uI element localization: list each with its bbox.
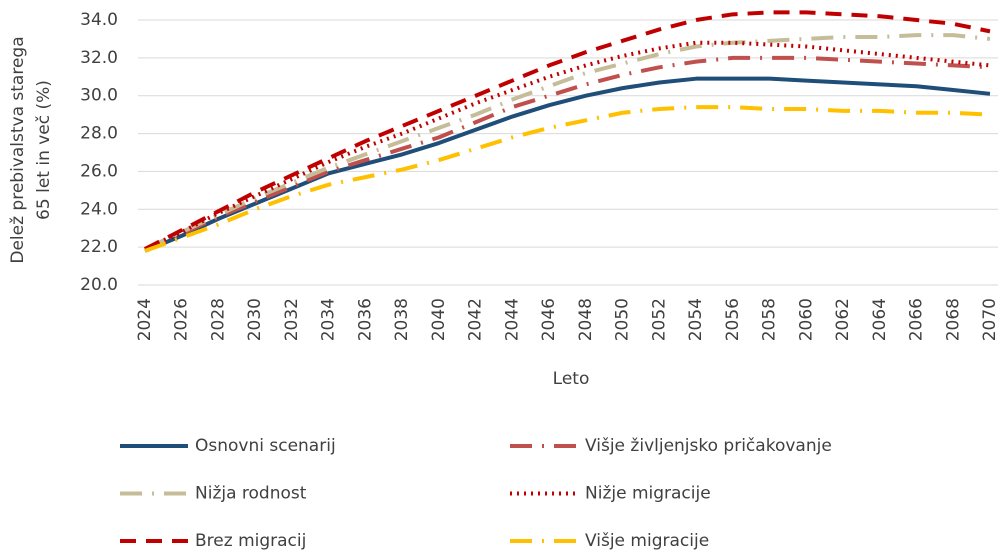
y-tick-label: 20.0 <box>80 275 118 295</box>
x-tick-label: 2052 <box>649 298 669 341</box>
y-axis-label: 65 let in več (%) <box>34 80 54 220</box>
x-tick-label: 2064 <box>870 298 890 341</box>
y-tick-label: 30.0 <box>80 86 118 106</box>
legend-label: Višje življenjsko pričakovanje <box>585 436 832 456</box>
x-tick-label: 2046 <box>539 298 559 341</box>
x-tick-label: 2056 <box>723 298 743 341</box>
y-tick-label: 24.0 <box>80 199 118 219</box>
x-tick-label: 2036 <box>355 298 375 341</box>
series-line <box>144 10 991 251</box>
x-tick-label: 2026 <box>172 298 192 341</box>
x-tick-label: 2068 <box>943 298 963 341</box>
legend-label: Nižje migracije <box>585 484 711 504</box>
x-axis-label: Leto <box>553 369 590 389</box>
legend-label: Osnovni scenarij <box>195 436 336 456</box>
series-line <box>144 105 991 253</box>
legend-label: Brez migracij <box>195 531 306 551</box>
series-line <box>144 33 991 251</box>
x-tick-label: 2050 <box>613 298 633 341</box>
y-tick-label: 26.0 <box>80 161 118 181</box>
legend-label: Nižja rodnost <box>195 484 307 504</box>
y-tick-label: 32.0 <box>80 48 118 68</box>
x-tick-label: 2042 <box>466 298 486 341</box>
x-tick-label: 2066 <box>907 298 927 341</box>
y-tick-label: 28.0 <box>80 124 118 144</box>
x-tick-label: 2054 <box>686 298 706 341</box>
x-tick-label: 2024 <box>135 298 155 341</box>
x-tick-label: 2028 <box>208 298 228 341</box>
x-tick-label: 2038 <box>392 298 412 341</box>
series-line <box>144 76 991 253</box>
x-tick-label: 2060 <box>796 298 816 341</box>
x-tick-label: 2062 <box>833 298 853 341</box>
x-tick-label: 2048 <box>576 298 596 341</box>
series-line <box>144 55 991 251</box>
x-tick-label: 2070 <box>980 298 1000 341</box>
y-axis-label: Delež prebivalstva starega <box>8 36 28 263</box>
x-tick-label: 2044 <box>502 298 522 341</box>
y-tick-label: 34.0 <box>80 10 118 30</box>
x-tick-label: 2034 <box>319 298 339 341</box>
x-tick-label: 2030 <box>245 298 265 341</box>
y-tick-label: 22.0 <box>80 237 118 257</box>
legend-label: Višje migracije <box>585 531 709 551</box>
x-tick-label: 2032 <box>282 298 302 341</box>
x-tick-label: 2040 <box>429 298 449 341</box>
series-line <box>144 40 991 251</box>
x-tick-label: 2058 <box>760 298 780 341</box>
